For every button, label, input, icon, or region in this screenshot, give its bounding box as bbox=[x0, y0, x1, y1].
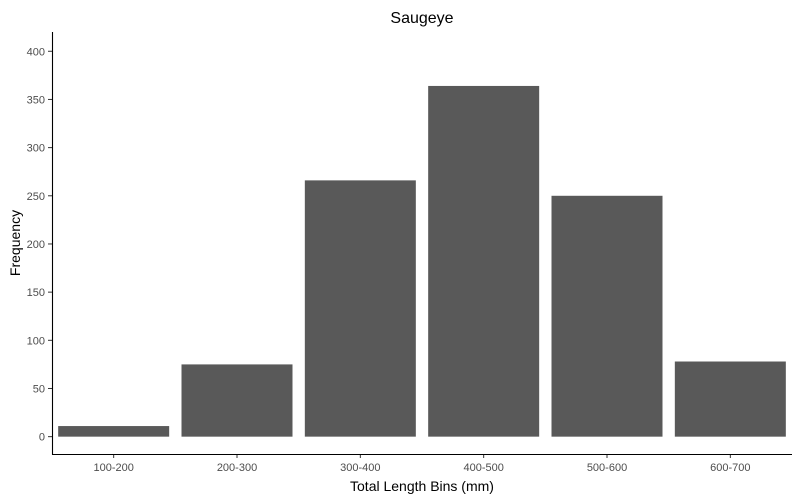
y-tick-label: 300 bbox=[27, 143, 45, 155]
y-tick-label: 200 bbox=[27, 239, 45, 251]
x-tick-label: 200-300 bbox=[217, 462, 257, 474]
x-tick-label: 500-600 bbox=[587, 462, 627, 474]
y-tick-label: 0 bbox=[39, 432, 45, 444]
y-tick-label: 350 bbox=[27, 94, 45, 106]
x-tick-label: 100-200 bbox=[93, 462, 133, 474]
chart-title: Saugeye bbox=[390, 10, 453, 27]
y-tick-label: 250 bbox=[27, 191, 45, 203]
y-axis-ticks: 0 50 100 150 200 250 300 350 400 bbox=[27, 46, 52, 444]
x-axis-title: Total Length Bins (mm) bbox=[350, 478, 494, 494]
y-tick-label: 50 bbox=[33, 383, 45, 395]
bar-400-500 bbox=[428, 85, 540, 437]
bars-group bbox=[58, 85, 786, 437]
x-tick-label: 400-500 bbox=[463, 462, 503, 474]
x-tick-label: 600-700 bbox=[710, 462, 750, 474]
x-axis-ticks: 100-200 200-300 300-400 400-500 500-600 600-7… bbox=[93, 454, 751, 474]
bar-100-200 bbox=[58, 426, 170, 437]
y-tick-label: 400 bbox=[27, 46, 45, 58]
bar-200-300 bbox=[181, 364, 293, 437]
bar-500-600 bbox=[551, 195, 663, 437]
y-tick-label: 100 bbox=[27, 335, 45, 347]
y-tick-label: 150 bbox=[27, 287, 45, 299]
bar-300-400 bbox=[304, 180, 416, 437]
x-tick-label: 300-400 bbox=[340, 462, 380, 474]
bar-600-700 bbox=[674, 361, 786, 437]
y-axis-title: Frequency bbox=[7, 210, 23, 276]
